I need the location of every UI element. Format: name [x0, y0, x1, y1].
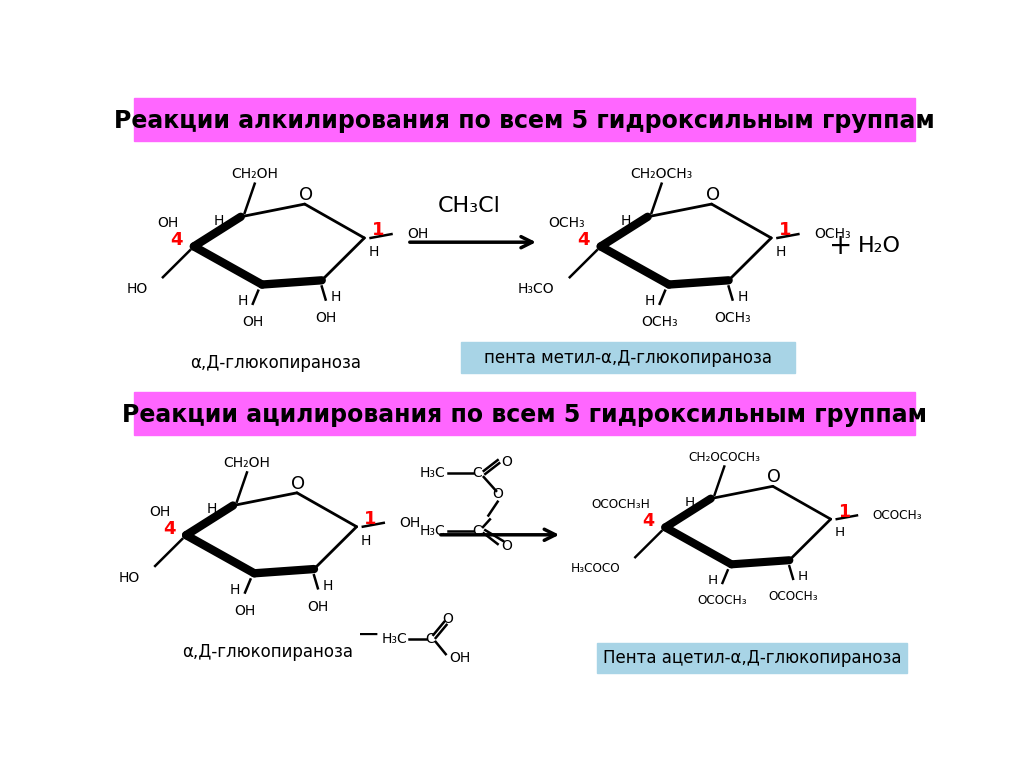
- FancyBboxPatch shape: [134, 98, 915, 140]
- Text: α,Д-глюкопираноза: α,Д-глюкопираноза: [189, 354, 360, 372]
- FancyBboxPatch shape: [461, 342, 795, 373]
- Text: 1: 1: [779, 221, 792, 239]
- Text: H: H: [369, 245, 379, 258]
- Text: H: H: [835, 526, 845, 539]
- Text: Пента ацетил-α,Д-глюкопираноза: Пента ацетил-α,Д-глюкопираноза: [603, 649, 901, 667]
- Text: H: H: [331, 290, 341, 304]
- FancyBboxPatch shape: [597, 643, 907, 673]
- Text: Реакции алкилирования по всем 5 гидроксильным группам: Реакции алкилирования по всем 5 гидрокси…: [115, 110, 935, 133]
- Text: 4: 4: [171, 232, 183, 249]
- Text: O: O: [502, 539, 512, 553]
- Text: OH: OH: [307, 600, 329, 614]
- Text: HO: HO: [119, 571, 139, 584]
- Text: OCOCH₃: OCOCH₃: [872, 509, 922, 522]
- Text: H: H: [238, 295, 248, 308]
- Text: 1: 1: [839, 502, 850, 521]
- Text: −: −: [356, 621, 380, 649]
- Text: 4: 4: [578, 232, 590, 249]
- Text: OCH₃: OCH₃: [641, 315, 678, 329]
- Text: C: C: [472, 524, 481, 538]
- Text: H: H: [685, 495, 695, 509]
- Text: H: H: [775, 245, 785, 258]
- Text: H: H: [621, 214, 631, 228]
- Text: H: H: [798, 570, 808, 583]
- Text: H: H: [360, 534, 371, 548]
- Text: HO: HO: [126, 281, 147, 296]
- Text: OCH₃: OCH₃: [814, 227, 851, 241]
- Text: H₃C: H₃C: [420, 466, 445, 480]
- Text: OH: OH: [449, 651, 470, 665]
- Text: H₂O: H₂O: [858, 236, 901, 256]
- Text: OCH₃: OCH₃: [549, 216, 586, 230]
- Text: H: H: [737, 290, 748, 304]
- Text: O: O: [707, 186, 720, 204]
- Text: OH: OH: [315, 311, 336, 325]
- Text: CH₂OH: CH₂OH: [231, 167, 279, 182]
- Text: C: C: [425, 632, 435, 646]
- Text: OH: OH: [150, 505, 171, 519]
- Text: H: H: [229, 583, 241, 597]
- Text: OH: OH: [157, 216, 178, 230]
- Text: O: O: [299, 186, 313, 204]
- Text: 1: 1: [365, 510, 377, 528]
- Text: OCOCH₃: OCOCH₃: [697, 594, 748, 607]
- Text: H: H: [214, 214, 224, 228]
- Text: Реакции ацилирования по всем 5 гидроксильным группам: Реакции ацилирования по всем 5 гидроксил…: [122, 403, 928, 427]
- Text: H: H: [644, 295, 654, 308]
- Text: OH: OH: [242, 315, 263, 329]
- Text: C: C: [472, 466, 481, 480]
- Text: H₃C: H₃C: [420, 524, 445, 538]
- Text: 1: 1: [372, 221, 385, 239]
- Text: OH: OH: [234, 604, 256, 618]
- Text: CH₂OCH₃: CH₂OCH₃: [631, 167, 692, 182]
- Text: 4: 4: [643, 512, 654, 530]
- Text: H₃C: H₃C: [381, 632, 407, 646]
- Text: CH₃Cl: CH₃Cl: [437, 196, 501, 216]
- Text: CH₂OH: CH₂OH: [223, 456, 270, 470]
- Text: CH₂OCOCH₃: CH₂OCOCH₃: [688, 451, 760, 464]
- Text: α,Д-глюкопираноза: α,Д-глюкопираноза: [182, 643, 353, 660]
- Text: OCOCH₃H: OCOCH₃H: [592, 499, 650, 512]
- Text: H₃COCO: H₃COCO: [570, 562, 621, 575]
- Text: O: O: [502, 455, 512, 469]
- Text: пента метил-α,Д-глюкопираноза: пента метил-α,Д-глюкопираноза: [484, 349, 772, 367]
- Text: H: H: [708, 574, 718, 588]
- Text: H: H: [323, 579, 333, 593]
- Text: OCOCH₃: OCOCH₃: [768, 590, 818, 603]
- Text: O: O: [442, 613, 453, 627]
- Text: OH: OH: [399, 516, 421, 530]
- Text: 4: 4: [163, 520, 175, 538]
- Text: H: H: [206, 502, 216, 516]
- Text: OH: OH: [407, 227, 428, 241]
- Text: +: +: [829, 232, 853, 260]
- Text: O: O: [292, 475, 305, 492]
- Text: H₃CO: H₃CO: [517, 281, 554, 296]
- Text: OCH₃: OCH₃: [714, 311, 751, 325]
- FancyBboxPatch shape: [134, 393, 915, 435]
- Text: O: O: [767, 469, 781, 486]
- Text: O: O: [493, 487, 503, 501]
